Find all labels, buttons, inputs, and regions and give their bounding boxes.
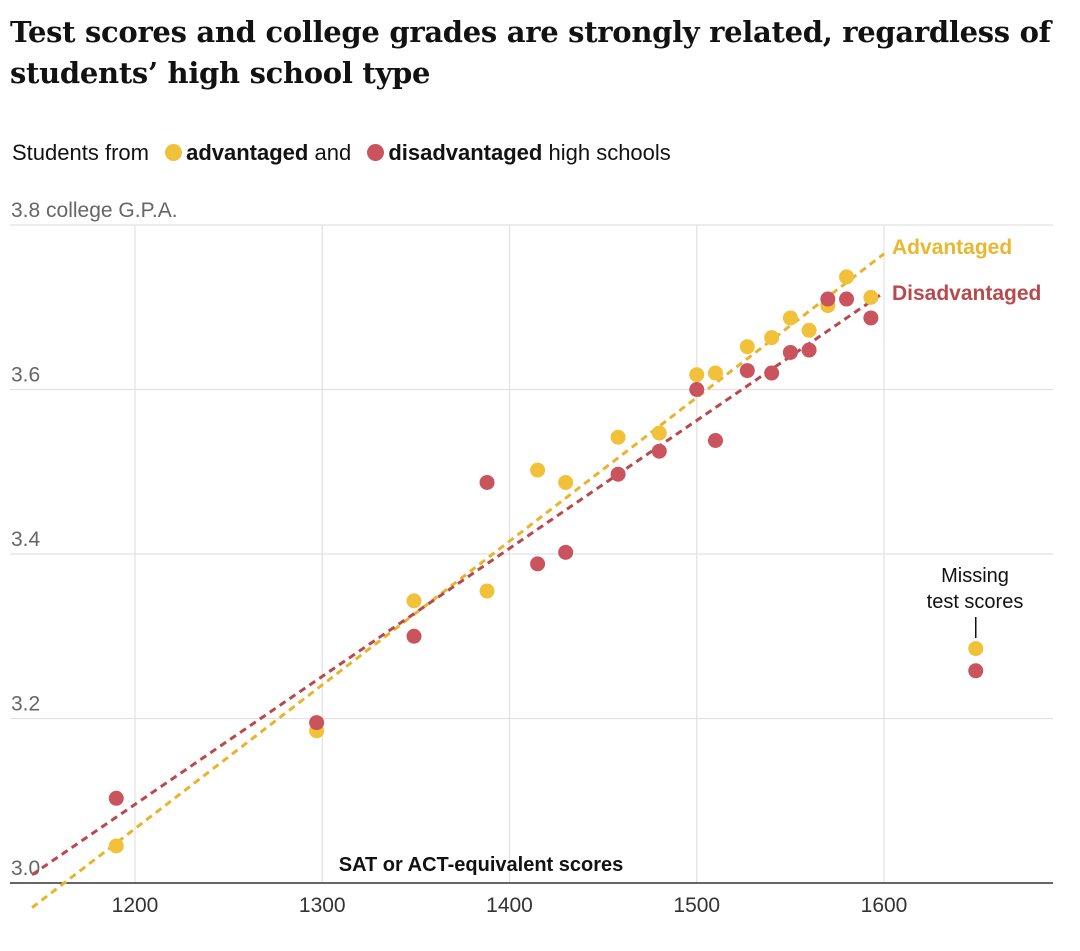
point-disadvantaged — [689, 382, 705, 397]
point-disadvantaged — [839, 291, 855, 307]
point-advantaged — [108, 838, 124, 854]
legend-advantaged-dot — [165, 144, 183, 161]
y-tick-label: 3.8 college G.P.A. — [11, 199, 178, 222]
point-advantaged — [839, 269, 855, 285]
y-tick-label: 3.2 — [11, 693, 40, 716]
point-advantaged — [651, 425, 667, 441]
point-advantaged — [801, 322, 817, 338]
data-points — [108, 269, 984, 854]
legend-advantaged-label: advantaged — [186, 140, 309, 165]
x-tick-label: 1200 — [112, 894, 159, 917]
legend-disadvantaged-dot — [367, 144, 385, 161]
chart-title: Test scores and college grades are stron… — [10, 15, 1051, 90]
x-tick-label: 1300 — [299, 894, 346, 917]
x-tick-label: 1400 — [486, 894, 533, 917]
point-advantaged — [764, 330, 780, 346]
point-advantaged — [739, 339, 755, 355]
missing-label-line2: test scores — [927, 591, 1024, 613]
x-tick-label: 1600 — [861, 894, 908, 917]
trend-line-disadvantaged — [31, 291, 885, 877]
trend-lines — [31, 252, 885, 909]
point-disadvantaged — [782, 344, 798, 360]
point-disadvantaged — [309, 715, 325, 731]
point-disadvantaged — [801, 342, 817, 358]
point-disadvantaged — [764, 365, 780, 381]
point-disadvantaged — [530, 556, 546, 572]
legend-suffix: high schools — [548, 140, 671, 165]
point-advantaged — [530, 462, 546, 478]
point-disadvantaged — [610, 466, 626, 482]
point-advantaged — [689, 367, 705, 383]
point-advantaged — [406, 593, 422, 609]
point-disadvantaged — [406, 628, 422, 644]
point-advantaged — [558, 474, 574, 490]
point-advantaged — [863, 289, 879, 305]
point-disadvantaged — [739, 363, 755, 379]
y-tick-label: 3.4 — [11, 528, 41, 551]
x-axis-label: SAT or ACT-equivalent scores — [339, 854, 624, 876]
legend-disadvantaged-label: disadvantaged — [388, 140, 543, 165]
point-disadvantaged — [479, 474, 495, 490]
point-disadvantaged — [820, 291, 836, 307]
point-advantaged — [707, 365, 723, 381]
labels: SAT or ACT-equivalent scores Advantaged … — [339, 236, 1042, 876]
missing-point-disadvantaged — [968, 663, 984, 679]
point-disadvantaged — [707, 432, 723, 448]
series-label-disadvantaged: Disadvantaged — [892, 282, 1041, 305]
missing-label-line1: Missing — [941, 565, 1009, 587]
series-label-advantaged: Advantaged — [892, 236, 1012, 259]
legend-and: and — [314, 140, 352, 165]
x-tick-label: 1500 — [673, 894, 720, 917]
point-disadvantaged — [108, 790, 124, 806]
y-tick-label: 3.6 — [11, 364, 40, 387]
trend-line-advantaged — [31, 252, 885, 909]
grid: 3.0 3.2 3.4 3.6 3.8 college G.P.A. 1200 1300 14… — [10, 199, 1053, 917]
legend: Students from advantaged and disadvantag… — [12, 140, 671, 166]
point-disadvantaged — [558, 544, 574, 560]
point-disadvantaged — [863, 310, 879, 326]
point-advantaged — [479, 583, 495, 599]
y-tick-label: 3.0 — [11, 857, 40, 880]
legend-prefix: Students from — [12, 140, 149, 165]
point-advantaged — [782, 310, 798, 326]
point-disadvantaged — [651, 443, 667, 459]
missing-point-advantaged — [968, 641, 984, 657]
point-advantaged — [610, 429, 626, 445]
